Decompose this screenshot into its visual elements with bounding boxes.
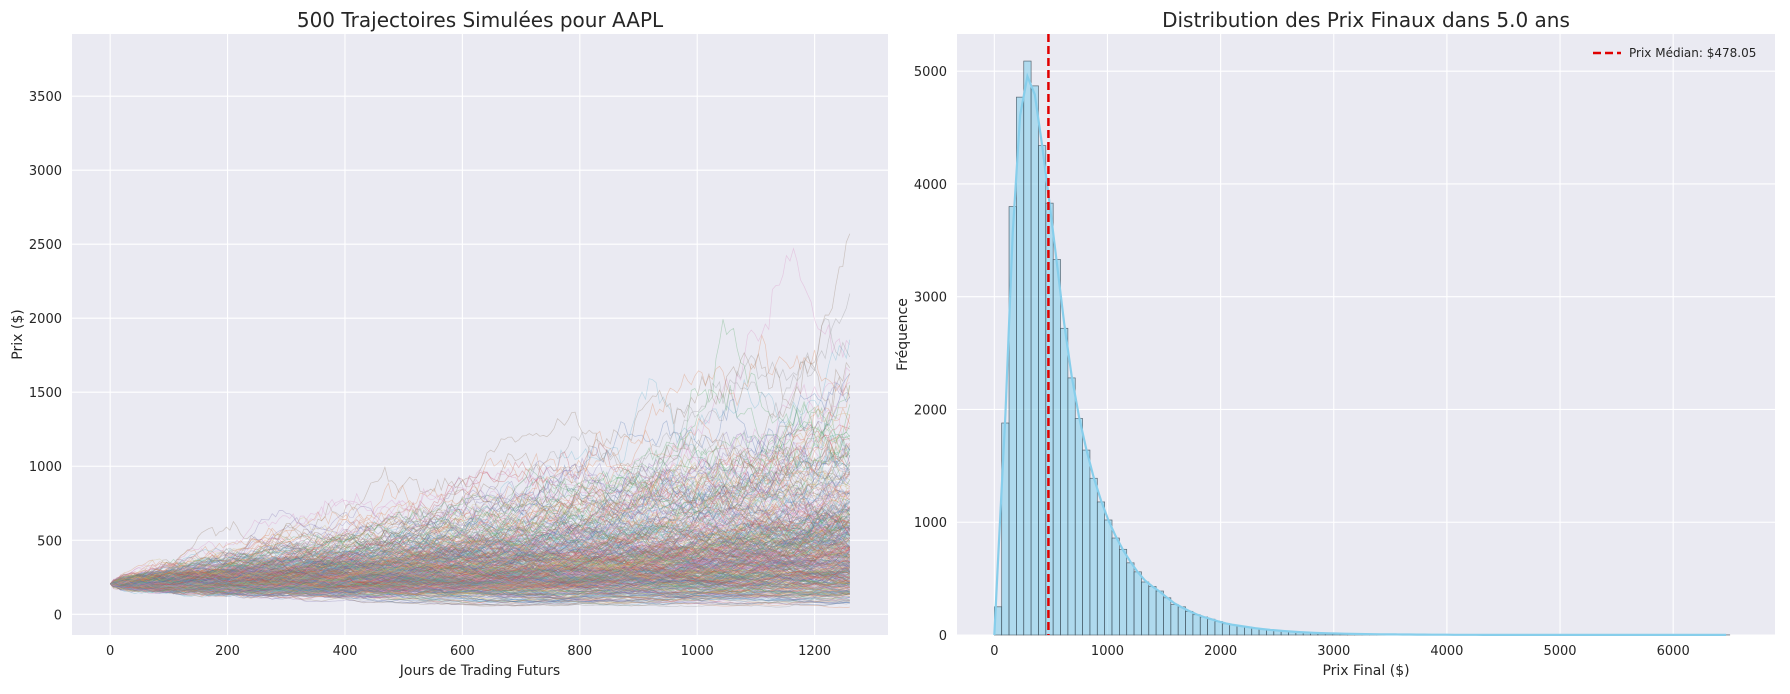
- x-tick-label: 400: [333, 644, 358, 659]
- histogram-bar: [1149, 587, 1156, 635]
- y-tick-label: 3000: [29, 164, 62, 179]
- histogram-bar: [1068, 378, 1075, 635]
- y-tick-label: 2500: [29, 238, 62, 253]
- y-axis-label: Prix ($): [10, 309, 26, 359]
- histogram-bar: [1156, 591, 1163, 635]
- histogram-bar: [1127, 563, 1134, 635]
- x-tick-label: 1200: [798, 644, 831, 659]
- histogram-bar: [1178, 607, 1185, 635]
- histogram-bar: [1119, 549, 1126, 635]
- x-tick-label: 600: [450, 644, 475, 659]
- x-tick-label: 200: [215, 644, 240, 659]
- y-tick-label: 500: [37, 534, 62, 549]
- y-tick-label: 2000: [914, 403, 947, 418]
- histogram-bar: [1090, 478, 1097, 635]
- y-tick-label: 0: [54, 608, 62, 623]
- y-tick-label: 1000: [29, 460, 62, 475]
- y-axis-label: Fréquence: [895, 298, 911, 371]
- x-tick-label: 0: [990, 644, 998, 659]
- x-tick-label: 2000: [1204, 644, 1237, 659]
- x-tick-label: 5000: [1543, 644, 1576, 659]
- histogram-bar: [1105, 520, 1112, 635]
- histogram-bar: [1171, 605, 1178, 635]
- y-tick-label: 3500: [29, 90, 62, 105]
- histogram-bar: [1112, 538, 1119, 635]
- chart-title: 500 Trajectoires Simulées pour AAPL: [297, 8, 664, 32]
- histogram-bar: [1163, 598, 1170, 635]
- histogram-bar: [1208, 619, 1215, 635]
- histogram-bar: [1134, 572, 1141, 635]
- histogram-bar: [1016, 97, 1023, 635]
- histogram-bar: [1097, 502, 1104, 635]
- histogram-bar: [1215, 621, 1222, 635]
- x-tick-label: 0: [106, 644, 114, 659]
- x-axis-label: Jours de Trading Futurs: [399, 663, 560, 679]
- trajectory-chart: 0 200 400 600 800 1000 1200 0 500 1000 1500 2000 250…: [10, 8, 888, 679]
- histogram-bar: [1061, 328, 1068, 635]
- histogram-chart: 0 1000 2000 3000 4000 5000 6000 0 1000 2000 3000 40…: [895, 8, 1775, 679]
- histogram-bar: [1075, 419, 1082, 635]
- x-tick-label: 4000: [1430, 644, 1463, 659]
- y-tick-label: 1500: [29, 386, 62, 401]
- x-tick-label: 800: [567, 644, 592, 659]
- y-tick-label: 5000: [914, 65, 947, 80]
- x-tick-label: 3000: [1317, 644, 1350, 659]
- histogram-bar: [1053, 260, 1060, 635]
- histogram-bar: [1186, 611, 1193, 635]
- histogram-bar: [1222, 624, 1229, 635]
- histogram-bar: [1193, 615, 1200, 635]
- x-tick-label: 1000: [681, 644, 714, 659]
- y-tick-label: 4000: [914, 178, 947, 193]
- y-tick-label: 0: [939, 629, 947, 644]
- y-tick-label: 1000: [914, 516, 947, 531]
- histogram-bar: [1200, 617, 1207, 635]
- histogram-bar: [1038, 146, 1045, 635]
- histogram-bar: [1141, 582, 1148, 635]
- y-tick-label: 2000: [29, 312, 62, 327]
- histogram-bar: [1024, 61, 1031, 635]
- x-tick-label: 6000: [1657, 644, 1690, 659]
- x-tick-label: 1000: [1091, 644, 1124, 659]
- histogram-bar: [1083, 450, 1090, 635]
- y-tick-label: 3000: [914, 291, 947, 306]
- legend-label: Prix Médian: $478.05: [1629, 46, 1756, 60]
- histogram-bar: [1031, 86, 1038, 635]
- x-axis-label: Prix Final ($): [1322, 663, 1409, 679]
- chart-title: Distribution des Prix Finaux dans 5.0 an…: [1162, 8, 1570, 32]
